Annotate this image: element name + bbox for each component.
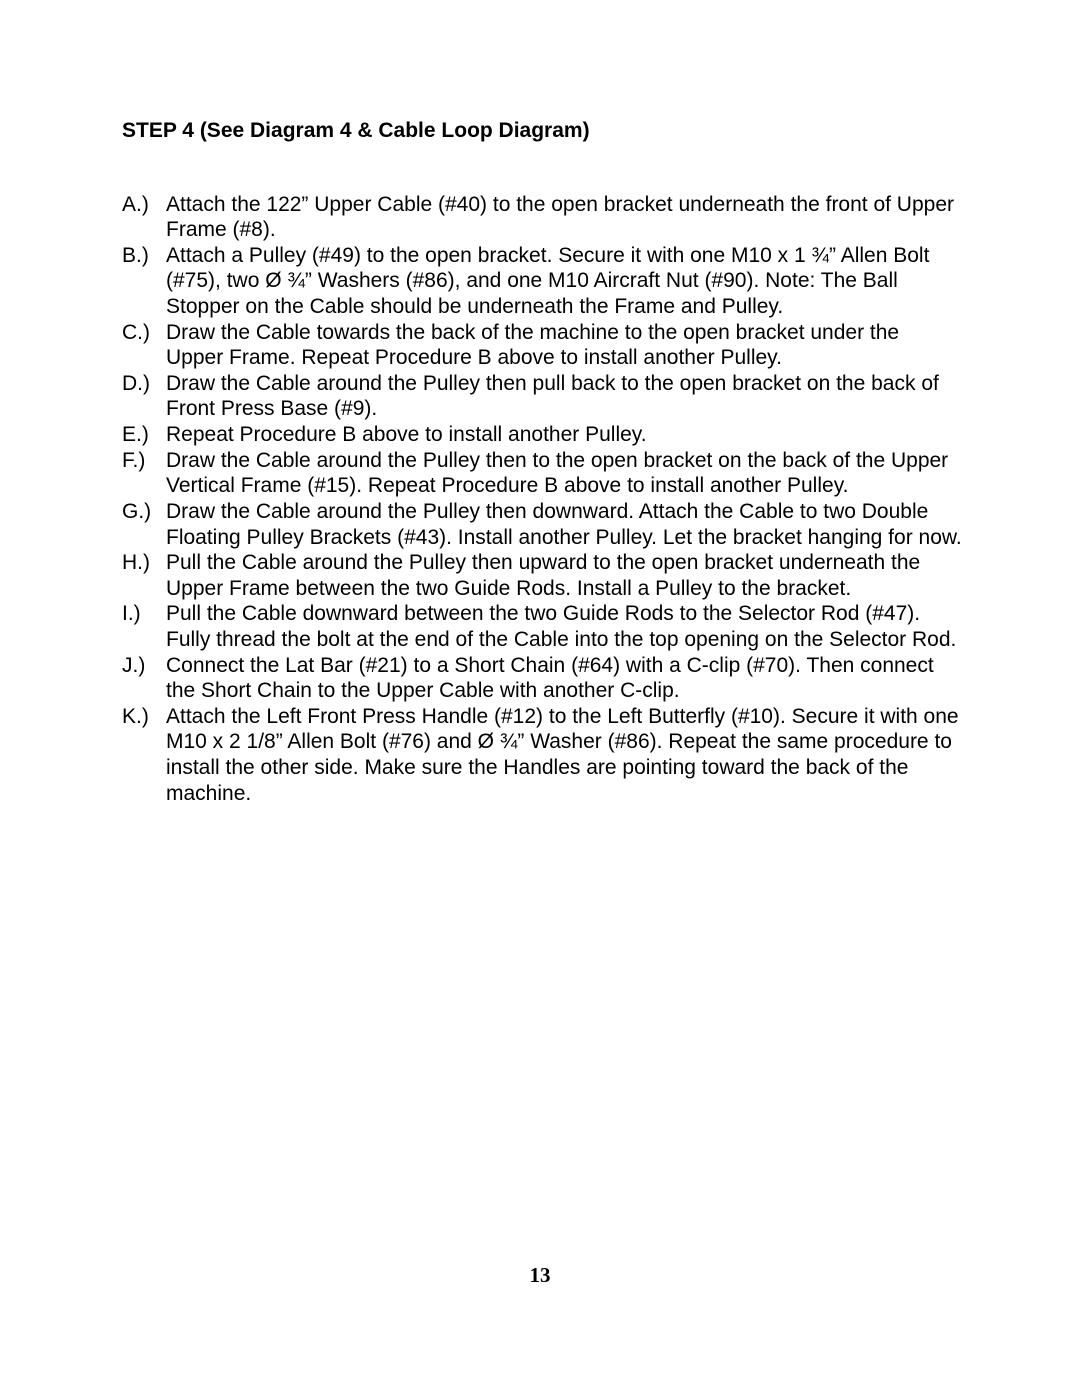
item-marker: H.) xyxy=(122,550,166,576)
item-marker: C.) xyxy=(122,320,166,346)
list-item: B.) Attach a Pulley (#49) to the open br… xyxy=(122,243,962,320)
item-text: Draw the Cable around the Pulley then do… xyxy=(166,499,962,550)
item-marker: A.) xyxy=(122,192,166,218)
list-item: C.) Draw the Cable towards the back of t… xyxy=(122,320,962,371)
item-marker: E.) xyxy=(122,422,166,448)
list-item: A.) Attach the 122” Upper Cable (#40) to… xyxy=(122,192,962,243)
list-item: E.) Repeat Procedure B above to install … xyxy=(122,422,962,448)
item-marker: G.) xyxy=(122,499,166,525)
item-text: Connect the Lat Bar (#21) to a Short Cha… xyxy=(166,653,962,704)
page-number: 13 xyxy=(0,1263,1080,1289)
item-text: Pull the Cable around the Pulley then up… xyxy=(166,550,962,601)
item-marker: J.) xyxy=(122,653,166,679)
item-text: Draw the Cable around the Pulley then pu… xyxy=(166,371,962,422)
item-marker: K.) xyxy=(122,704,166,730)
step-heading: STEP 4 (See Diagram 4 & Cable Loop Diagr… xyxy=(122,118,962,144)
item-text: Draw the Cable around the Pulley then to… xyxy=(166,448,962,499)
item-marker: I.) xyxy=(122,601,166,627)
content-block: STEP 4 (See Diagram 4 & Cable Loop Diagr… xyxy=(122,118,962,806)
item-text: Attach the Left Front Press Handle (#12)… xyxy=(166,704,962,806)
item-text: Attach the 122” Upper Cable (#40) to the… xyxy=(166,192,962,243)
instruction-list: A.) Attach the 122” Upper Cable (#40) to… xyxy=(122,192,962,807)
list-item: F.) Draw the Cable around the Pulley the… xyxy=(122,448,962,499)
list-item: D.) Draw the Cable around the Pulley the… xyxy=(122,371,962,422)
page: STEP 4 (See Diagram 4 & Cable Loop Diagr… xyxy=(0,0,1080,1397)
list-item: G.) Draw the Cable around the Pulley the… xyxy=(122,499,962,550)
list-item: J.) Connect the Lat Bar (#21) to a Short… xyxy=(122,653,962,704)
item-text: Pull the Cable downward between the two … xyxy=(166,601,962,652)
item-marker: B.) xyxy=(122,243,166,269)
item-marker: D.) xyxy=(122,371,166,397)
list-item: H.) Pull the Cable around the Pulley the… xyxy=(122,550,962,601)
item-text: Draw the Cable towards the back of the m… xyxy=(166,320,962,371)
item-text: Repeat Procedure B above to install anot… xyxy=(166,422,962,448)
list-item: I.) Pull the Cable downward between the … xyxy=(122,601,962,652)
list-item: K.) Attach the Left Front Press Handle (… xyxy=(122,704,962,806)
item-text: Attach a Pulley (#49) to the open bracke… xyxy=(166,243,962,320)
item-marker: F.) xyxy=(122,448,166,474)
